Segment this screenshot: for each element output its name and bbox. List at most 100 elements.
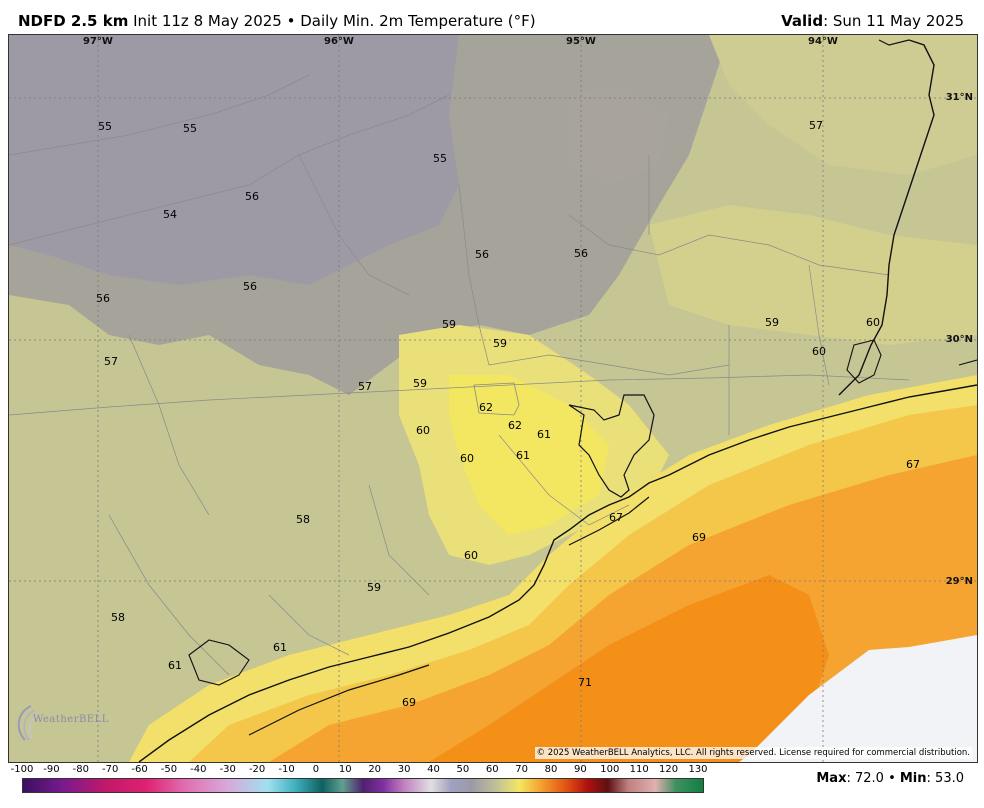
colorbar-tick-label: -90	[43, 764, 60, 775]
colorbar-tick-label: -100	[10, 764, 34, 775]
houston-outline	[473, 382, 520, 416]
temp-label: 61	[516, 449, 530, 462]
temp-zone-59-east	[649, 205, 977, 345]
temp-label: 55	[433, 152, 447, 165]
temp-label: 71	[578, 676, 592, 689]
valid-date: Valid: Sun 11 May 2025	[781, 12, 964, 30]
colorbar-tick-label: 90	[574, 764, 587, 775]
valid-label: Valid	[781, 12, 824, 30]
lon-label-97w: 97°W	[83, 36, 113, 47]
max-label: Max	[816, 771, 847, 786]
temp-label: 59	[493, 337, 507, 350]
state-boundary	[838, 39, 935, 396]
colorbar-tick-label: 80	[544, 764, 558, 775]
temp-label: 56	[243, 280, 257, 293]
temp-label: 58	[296, 513, 310, 526]
temp-label: 67	[906, 458, 920, 471]
colorbar-tick-label: -70	[102, 764, 119, 775]
lon-label-96w: 96°W	[324, 36, 354, 47]
title-product: NDFD 2.5 km	[18, 12, 129, 30]
temp-label: 69	[402, 696, 416, 709]
temp-label: 57	[104, 355, 118, 368]
colorbar-tick-label: 20	[368, 764, 382, 775]
logo-swirl-icon	[17, 705, 40, 741]
temp-label: 59	[367, 581, 381, 594]
weatherbell-logo: WeatherBELL	[13, 700, 108, 746]
colorbar-tick-label: 60	[485, 764, 499, 775]
temp-zone-55	[9, 35, 459, 285]
colorbar-tick-label: 70	[515, 764, 529, 775]
temp-label: 56	[245, 190, 259, 203]
colorbar-tick-label: -30	[219, 764, 236, 775]
temp-label: 60	[416, 424, 430, 437]
temp-label: 60	[812, 345, 826, 358]
county-boundaries	[9, 74, 910, 676]
temp-zone-71	[429, 575, 829, 762]
lat-label-29n: 29°N	[946, 576, 973, 587]
temperature-labels: 55 55 55 57 56 54 56 56 56 56 59 59 57 5…	[96, 119, 920, 709]
min-value: : 53.0	[926, 771, 964, 786]
temp-zone-57-ne	[709, 35, 977, 175]
min-label: Min	[899, 771, 927, 786]
map-canvas: 97°W 96°W 95°W 94°W 31°N 30°N 29°N 55 55…	[9, 35, 977, 762]
matagorda-bay	[188, 639, 250, 686]
colorbar-tick-label: -10	[278, 764, 295, 775]
colorbar-tick-label: 100	[600, 764, 620, 775]
temp-label: 56	[574, 247, 588, 260]
lat-lon-grid	[9, 35, 977, 762]
colorbar-tick-label: 110	[629, 764, 649, 775]
colorbar-tick-label: -20	[248, 764, 266, 775]
sabine-lake	[846, 339, 882, 384]
max-min-stats: Max: 72.0 • Min: 53.0	[816, 771, 964, 786]
colorbar-tick-label: -40	[190, 764, 207, 775]
lat-label-30n: 30°N	[946, 334, 973, 345]
copyright-notice: © 2025 WeatherBELL Analytics, LLC. All r…	[534, 747, 972, 759]
temp-label: 56	[96, 292, 110, 305]
colorbar-tick-label: 30	[397, 764, 411, 775]
colorbar-tick-label: -60	[131, 764, 148, 775]
temperature-colorbar	[22, 778, 704, 793]
temp-label: 60	[464, 549, 478, 562]
temp-label: 69	[692, 531, 706, 544]
colorbar-tick-label: 0	[312, 764, 320, 775]
colorbar-tick-label: -50	[160, 764, 178, 775]
title-details: Init 11z 8 May 2025 • Daily Min. 2m Temp…	[128, 12, 536, 30]
map-title: NDFD 2.5 km Init 11z 8 May 2025 • Daily …	[18, 12, 536, 30]
temp-label: 62	[508, 419, 522, 432]
temp-label: 67	[609, 511, 623, 524]
temp-label: 54	[163, 208, 177, 221]
temp-label: 60	[866, 316, 880, 329]
colorbar-tick-label: 130	[688, 764, 708, 775]
temperature-map[interactable]: 97°W 96°W 95°W 94°W 31°N 30°N 29°N 55 55…	[8, 34, 978, 763]
colorbar-tick-label: -80	[72, 764, 89, 775]
barrier-island-west	[248, 664, 430, 736]
max-value: : 72.0 •	[846, 771, 900, 786]
temp-label: 57	[809, 119, 823, 132]
valid-value: : Sun 11 May 2025	[823, 12, 964, 30]
temp-label: 61	[273, 641, 287, 654]
lon-label-94w: 94°W	[808, 36, 838, 47]
temp-label: 56	[475, 248, 489, 261]
colorbar-ticks: -100 -90 -80 -70 -60 -50 -40 -30 -20 -10 0 10 20 30 40…	[0, 764, 720, 778]
temp-label: 58	[111, 611, 125, 624]
temp-label: 61	[168, 659, 182, 672]
coastline	[138, 384, 977, 762]
galveston-island	[568, 496, 650, 546]
temp-label: 55	[183, 122, 197, 135]
temp-zone-cool-patch	[569, 85, 669, 185]
temp-label: 61	[537, 428, 551, 441]
temp-label: 59	[442, 318, 456, 331]
temp-label: 57	[358, 380, 372, 393]
logo-text: WeatherBELL	[33, 714, 109, 725]
galveston-bay	[568, 394, 655, 498]
lat-label-31n: 31°N	[946, 92, 973, 103]
temp-label: 60	[460, 452, 474, 465]
colorbar-tick-label: 40	[427, 764, 440, 775]
temp-label: 62	[479, 401, 493, 414]
colorbar-tick-label: 50	[456, 764, 470, 775]
lake-east	[958, 359, 977, 366]
state-boundary-top	[878, 39, 910, 46]
lon-label-95w: 95°W	[566, 36, 596, 47]
colorbar-tick-label: 10	[338, 764, 352, 775]
temp-label: 59	[413, 377, 427, 390]
